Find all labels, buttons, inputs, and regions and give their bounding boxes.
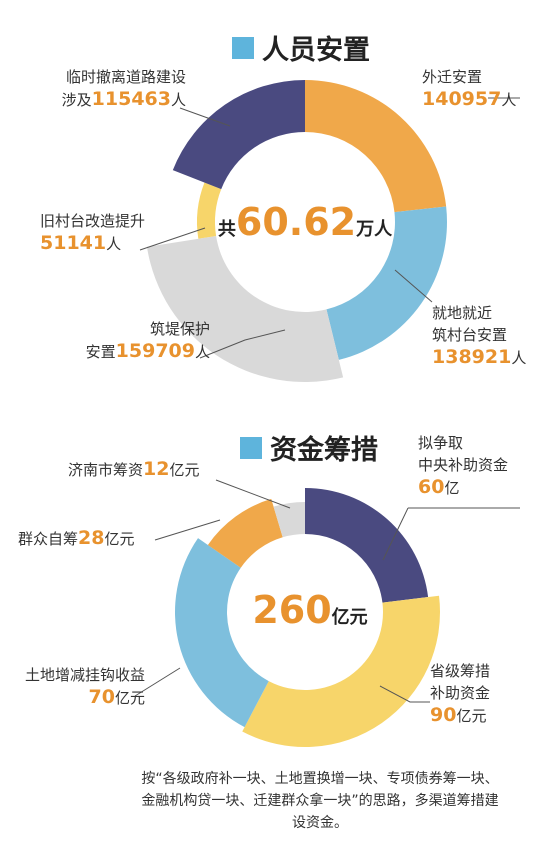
slice-value: 159709	[115, 340, 195, 362]
label-text: 筑堤保护	[149, 320, 210, 338]
slice-value: 28	[78, 527, 105, 549]
donut-slice	[207, 498, 283, 568]
donut-slice	[273, 502, 305, 538]
title-marker-icon	[232, 36, 254, 59]
total-value: 60.62	[235, 200, 357, 244]
slice-label-local-platform: 就地就近 筑村台安置 138921人	[432, 302, 526, 369]
leader-line	[179, 107, 231, 127]
donut-slice	[175, 538, 269, 728]
slice-label-jinan: 济南市筹资12亿元	[68, 458, 199, 481]
funding-total: 260 亿元	[235, 588, 385, 632]
label-text: 就地就近	[432, 304, 493, 322]
slice-label-relocation: 外迁安置 140957人	[422, 66, 516, 111]
slice-label-provincial: 省级筹措 补助资金 90亿元	[430, 660, 490, 727]
unit-text: 人	[501, 91, 517, 109]
slice-value: 70	[88, 686, 115, 708]
label-text: 外迁安置	[422, 68, 483, 86]
label-text: 省级筹措	[430, 662, 491, 680]
leader-line	[199, 329, 286, 359]
leader-line	[379, 685, 430, 703]
leader-lines	[134, 97, 520, 703]
unit-text: 亿元	[456, 707, 487, 725]
slice-value: 51141	[40, 232, 107, 254]
slice-label-self-raised: 群众自筹28亿元	[18, 527, 134, 550]
donut-slice	[326, 206, 447, 360]
label-text: 旧村台改造提升	[40, 212, 146, 230]
label-text: 补助资金	[430, 684, 491, 702]
label-text: 群众自筹	[18, 530, 79, 548]
unit-text: 亿元	[169, 461, 200, 479]
unit-text: 亿元	[104, 530, 135, 548]
leader-line	[154, 519, 221, 541]
resettlement-donut	[146, 80, 447, 383]
slice-value: 140957	[422, 88, 502, 110]
label-text: 涉及	[61, 91, 92, 109]
total-prefix: 共	[217, 219, 236, 240]
unit-text: 人	[106, 235, 122, 253]
label-text: 拟争取	[418, 434, 464, 452]
label-text: 中央补助资金	[418, 456, 509, 474]
unit-text: 人	[194, 343, 210, 361]
footnote: 按“各级政府补一块、土地置换增一块、专项债券筹一块、金融机构贷一块、迁建群众拿一…	[141, 771, 499, 831]
slice-value: 90	[430, 704, 457, 726]
funding-donut	[175, 488, 440, 747]
unit-text: 人	[511, 349, 527, 367]
leader-line	[394, 269, 433, 303]
resettlement-title: 人员安置	[262, 35, 370, 66]
title-marker-icon	[240, 436, 262, 459]
slice-label-embankment: 筑堤保护 安置159709人	[86, 318, 210, 363]
slice-value: 138921	[432, 346, 512, 368]
label-text: 安置	[85, 343, 116, 361]
total-unit: 万人	[356, 219, 393, 240]
section-title-funding: 资金筹措	[240, 428, 378, 467]
donut-slice	[197, 182, 222, 239]
unit-text: 人	[170, 91, 186, 109]
slice-label-temporary-road: 临时撤离道路建设 涉及115463人	[62, 66, 186, 111]
slice-value: 115463	[91, 88, 171, 110]
unit-text: 亿元	[114, 689, 145, 707]
slice-value: 60	[418, 476, 445, 498]
slice-value: 12	[143, 458, 170, 480]
section-title-resettlement: 人员安置	[232, 28, 370, 67]
unit-text: 亿	[444, 479, 460, 497]
label-text: 临时撤离道路建设	[65, 68, 186, 86]
donut-slice	[146, 235, 344, 383]
leader-line	[134, 667, 181, 697]
slice-label-old-platform: 旧村台改造提升 51141人	[40, 210, 145, 255]
slice-label-land: 土地增减挂钩收益 70亿元	[25, 664, 145, 709]
donut-slice	[305, 80, 447, 213]
label-text: 土地增减挂钩收益	[24, 666, 145, 684]
funding-title: 资金筹措	[270, 435, 378, 466]
leader-line	[215, 479, 291, 509]
resettlement-total: 共 60.62 万人	[218, 200, 392, 244]
donut-slice	[172, 80, 305, 190]
label-text: 济南市筹资	[68, 461, 144, 479]
slice-label-central-subsidy: 拟争取 中央补助资金 60亿	[418, 432, 508, 499]
donut-slice	[242, 595, 440, 747]
total-unit: 亿元	[331, 607, 368, 628]
label-text: 筑村台安置	[432, 326, 508, 344]
total-value: 260	[252, 588, 332, 632]
leader-line	[382, 507, 409, 561]
leader-line	[139, 227, 206, 251]
donut-slice	[305, 488, 429, 603]
